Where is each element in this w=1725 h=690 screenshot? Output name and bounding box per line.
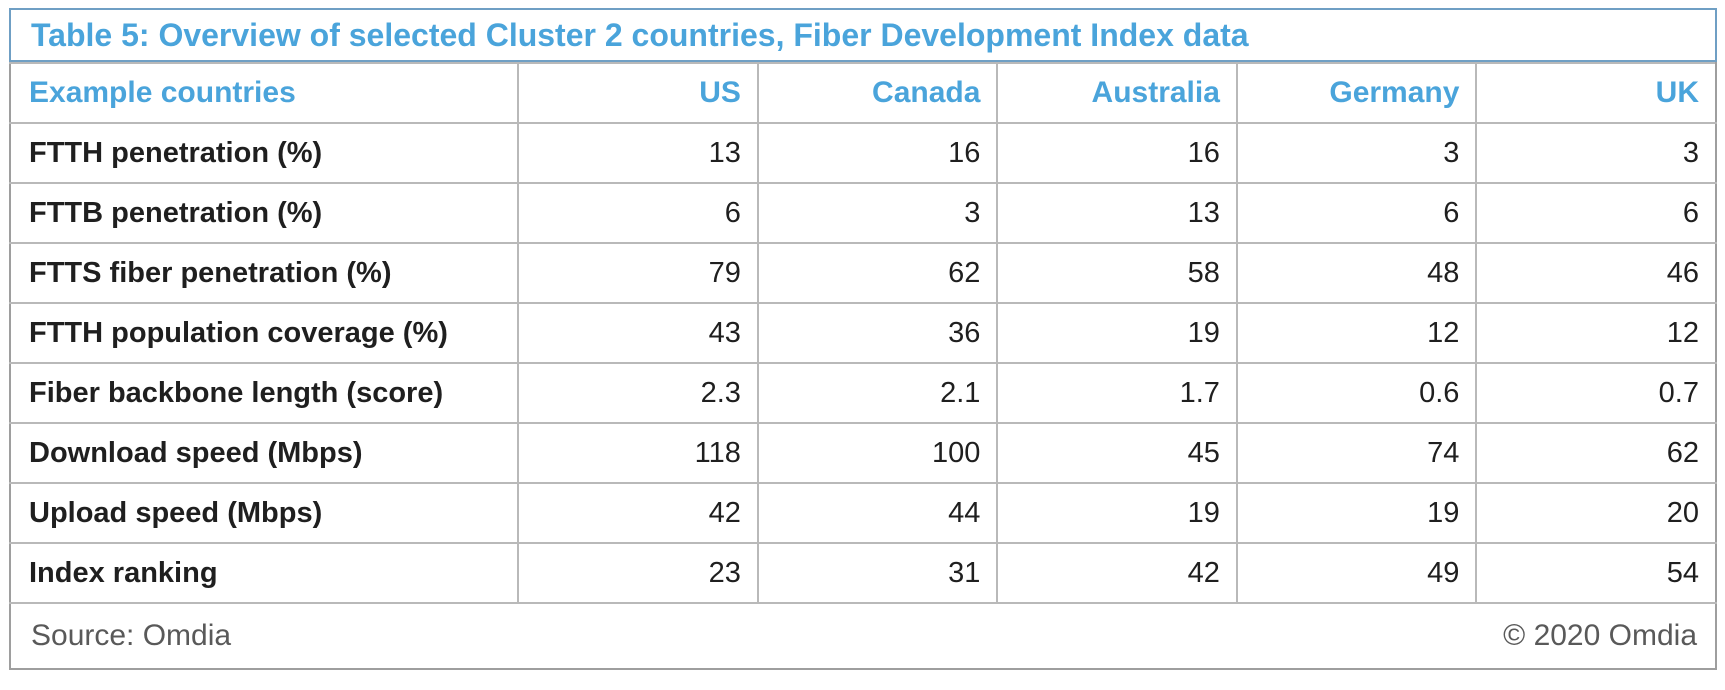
value-cell: 31 xyxy=(756,542,999,604)
header-row: Example countries US Canada Australia Ge… xyxy=(8,62,1717,124)
value-cell: 45 xyxy=(996,422,1238,484)
value-cell: 43 xyxy=(517,302,759,364)
row-label: Fiber backbone length (score) xyxy=(8,362,520,424)
table-5-container: Table 5: Overview of selected Cluster 2 … xyxy=(8,8,1717,670)
table-row-fttb-penetration: FTTB penetration (%) 6 3 13 6 6 xyxy=(8,182,1717,244)
value-cell: 58 xyxy=(996,242,1238,304)
value-cell: 19 xyxy=(996,302,1238,364)
value-cell: 23 xyxy=(517,542,759,604)
value-cell: 3 xyxy=(756,182,999,244)
value-cell: 118 xyxy=(517,422,759,484)
value-cell: 19 xyxy=(996,482,1238,544)
value-cell: 6 xyxy=(1235,182,1478,244)
row-label: FTTS fiber penetration (%) xyxy=(8,242,520,304)
row-label: Download speed (Mbps) xyxy=(8,422,520,484)
table-title: Table 5: Overview of selected Cluster 2 … xyxy=(9,8,1717,62)
value-cell: 13 xyxy=(996,182,1238,244)
column-header-canada: Canada xyxy=(756,62,999,124)
row-label: Index ranking xyxy=(8,542,520,604)
column-header-germany: Germany xyxy=(1235,62,1478,124)
table-footer: Source: Omdia © 2020 Omdia xyxy=(9,604,1717,670)
value-cell: 16 xyxy=(996,122,1238,184)
value-cell: 0.7 xyxy=(1475,362,1717,424)
value-cell: 46 xyxy=(1475,242,1717,304)
table-row-fiber-backbone-length: Fiber backbone length (score) 2.3 2.1 1.… xyxy=(8,362,1717,424)
value-cell: 42 xyxy=(996,542,1238,604)
value-cell: 2.1 xyxy=(756,362,999,424)
value-cell: 48 xyxy=(1235,242,1478,304)
value-cell: 12 xyxy=(1475,302,1717,364)
value-cell: 13 xyxy=(517,122,759,184)
table-row-index-ranking: Index ranking 23 31 42 49 54 xyxy=(8,542,1717,604)
row-label: FTTH population coverage (%) xyxy=(8,302,520,364)
value-cell: 2.3 xyxy=(517,362,759,424)
value-cell: 49 xyxy=(1235,542,1478,604)
value-cell: 16 xyxy=(756,122,999,184)
value-cell: 54 xyxy=(1475,542,1717,604)
value-cell: 6 xyxy=(1475,182,1717,244)
value-cell: 12 xyxy=(1235,302,1478,364)
value-cell: 36 xyxy=(756,302,999,364)
column-header-uk: UK xyxy=(1475,62,1717,124)
table-row-download-speed: Download speed (Mbps) 118 100 45 74 62 xyxy=(8,422,1717,484)
row-label: FTTB penetration (%) xyxy=(8,182,520,244)
value-cell: 1.7 xyxy=(996,362,1238,424)
column-header-us: US xyxy=(517,62,759,124)
value-cell: 44 xyxy=(756,482,999,544)
value-cell: 3 xyxy=(1235,122,1478,184)
table-row-upload-speed: Upload speed (Mbps) 42 44 19 19 20 xyxy=(8,482,1717,544)
value-cell: 42 xyxy=(517,482,759,544)
table-row-ftth-population-coverage: FTTH population coverage (%) 43 36 19 12… xyxy=(8,302,1717,364)
value-cell: 79 xyxy=(517,242,759,304)
table-row-ftts-fiber-penetration: FTTS fiber penetration (%) 79 62 58 48 4… xyxy=(8,242,1717,304)
value-cell: 20 xyxy=(1475,482,1717,544)
table-row-ftth-penetration: FTTH penetration (%) 13 16 16 3 3 xyxy=(8,122,1717,184)
value-cell: 6 xyxy=(517,182,759,244)
column-header-example-countries: Example countries xyxy=(8,62,520,124)
source-note: Source: Omdia xyxy=(31,619,232,652)
row-label: FTTH penetration (%) xyxy=(8,122,520,184)
value-cell: 100 xyxy=(756,422,999,484)
value-cell: 0.6 xyxy=(1235,362,1478,424)
fiber-index-table: Example countries US Canada Australia Ge… xyxy=(8,62,1717,604)
value-cell: 19 xyxy=(1235,482,1478,544)
copyright-note: © 2020 Omdia xyxy=(1503,619,1697,652)
column-header-australia: Australia xyxy=(996,62,1238,124)
value-cell: 62 xyxy=(1475,422,1717,484)
value-cell: 62 xyxy=(756,242,999,304)
row-label: Upload speed (Mbps) xyxy=(8,482,520,544)
value-cell: 3 xyxy=(1475,122,1717,184)
value-cell: 74 xyxy=(1235,422,1478,484)
